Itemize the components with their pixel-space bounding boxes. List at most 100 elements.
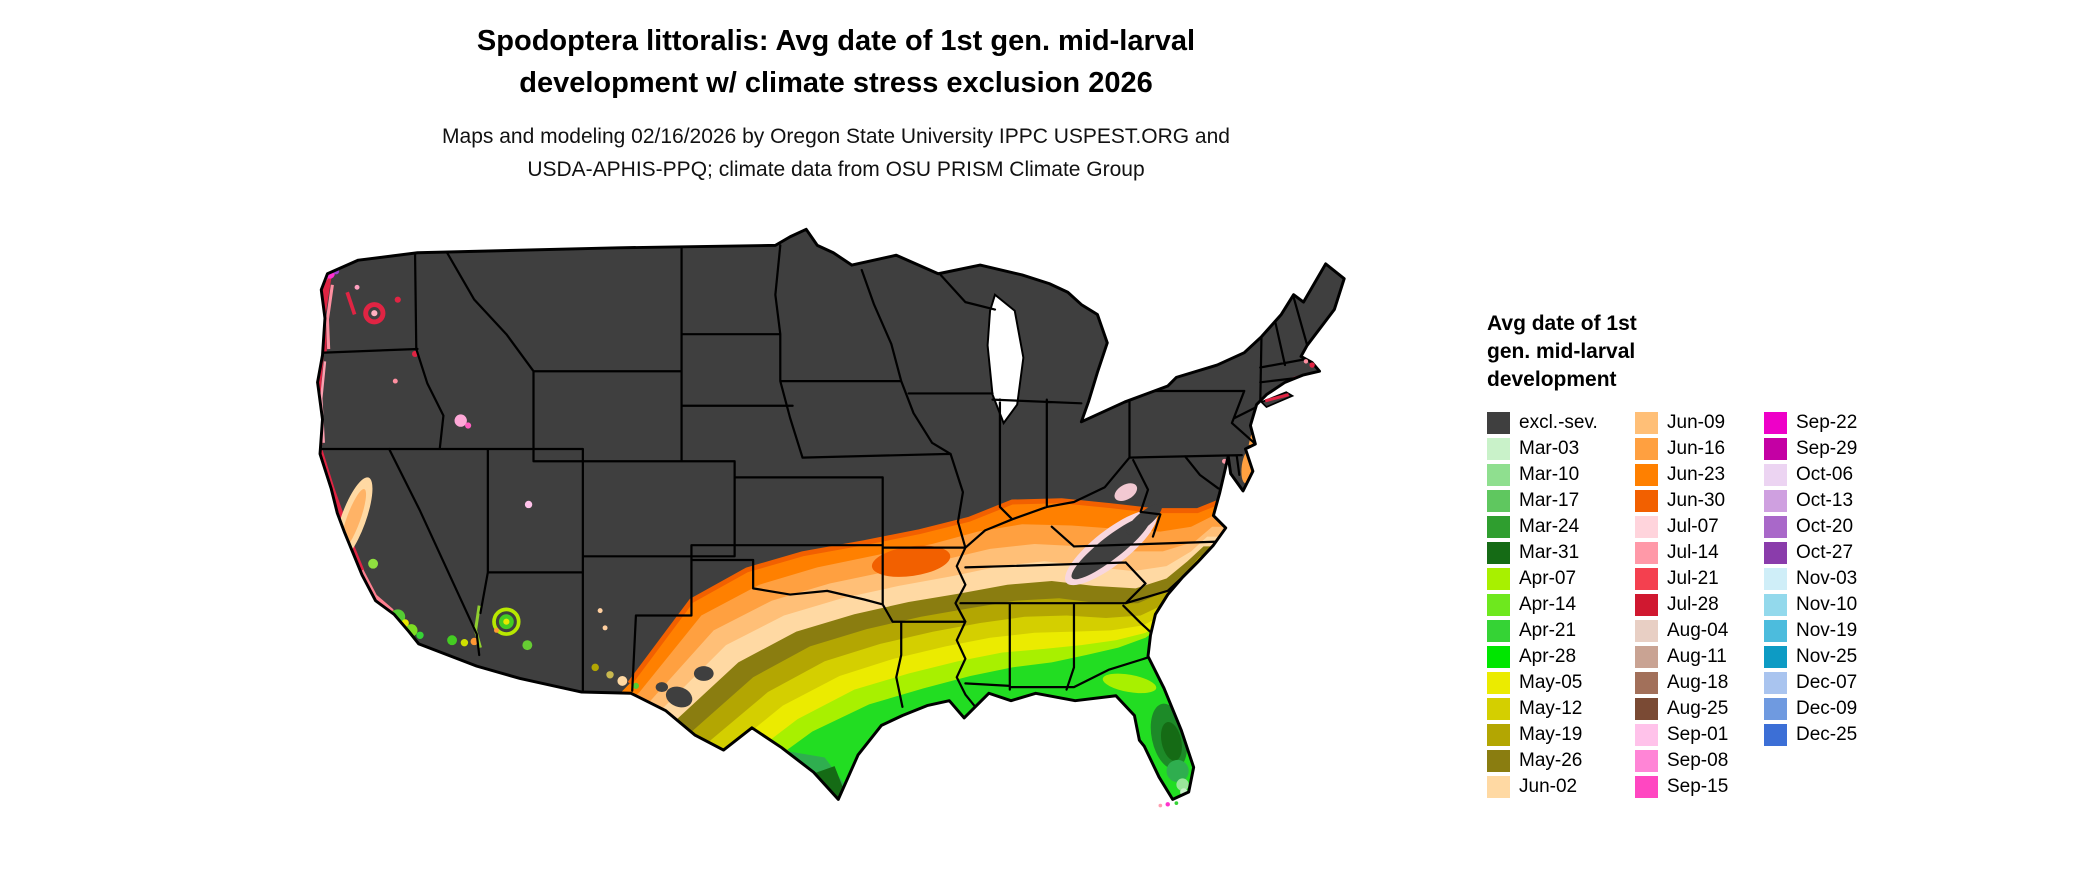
legend-item: Aug-11 bbox=[1635, 644, 1764, 670]
legend-label: Jun-30 bbox=[1667, 490, 1726, 511]
legend-item: May-12 bbox=[1487, 696, 1635, 722]
legend-title-line2: gen. mid-larval bbox=[1487, 340, 1636, 363]
legend-item: Oct-27 bbox=[1764, 540, 1857, 566]
page-title: Spodoptera littoralis: Avg date of 1st g… bbox=[0, 20, 1672, 104]
legend-swatch bbox=[1764, 724, 1787, 746]
florida-keys bbox=[1158, 801, 1179, 808]
legend-label: Apr-07 bbox=[1519, 568, 1577, 589]
legend-label: Dec-25 bbox=[1796, 724, 1858, 745]
legend-label: Apr-28 bbox=[1519, 646, 1577, 667]
legend-item: Aug-04 bbox=[1635, 618, 1764, 644]
legend-label: Mar-03 bbox=[1519, 438, 1580, 459]
legend-label: Jul-28 bbox=[1667, 594, 1719, 615]
legend-swatch bbox=[1635, 646, 1658, 668]
legend-label: Jun-23 bbox=[1667, 464, 1726, 485]
legend-item: Jul-28 bbox=[1635, 592, 1764, 618]
legend-swatch bbox=[1764, 464, 1787, 486]
legend-label: Mar-17 bbox=[1519, 490, 1580, 511]
legend-label: Oct-20 bbox=[1796, 516, 1854, 537]
legend-swatch bbox=[1764, 438, 1787, 460]
legend-label: Dec-09 bbox=[1796, 698, 1858, 719]
legend-label: Mar-24 bbox=[1519, 516, 1580, 537]
legend-label: Oct-13 bbox=[1796, 490, 1854, 511]
legend-swatch bbox=[1764, 672, 1787, 694]
legend-item: Apr-28 bbox=[1487, 644, 1635, 670]
legend-label: Jun-16 bbox=[1667, 438, 1726, 459]
legend-column: Jun-09 Jun-16 Jun-23 Jun-30 Jul-07 Jul-14 Jul-… bbox=[1635, 410, 1764, 800]
legend-swatch bbox=[1487, 698, 1510, 720]
legend-item: excl.-sev. bbox=[1487, 410, 1635, 436]
legend-column: Sep-22 Sep-29 Oct-06 Oct-13 Oct-20 Oct-27 Nov-… bbox=[1764, 410, 1857, 748]
legend-label: Sep-15 bbox=[1667, 776, 1729, 797]
legend-label: Jul-07 bbox=[1667, 516, 1719, 537]
legend-swatch bbox=[1764, 646, 1787, 668]
legend-label: Jun-02 bbox=[1519, 776, 1578, 797]
legend-item: Sep-08 bbox=[1635, 748, 1764, 774]
legend-swatch bbox=[1487, 490, 1510, 512]
legend-swatch bbox=[1635, 438, 1658, 460]
legend-item: Jul-07 bbox=[1635, 514, 1764, 540]
long-island bbox=[1259, 391, 1295, 409]
legend-swatch bbox=[1635, 724, 1658, 746]
legend-label: excl.-sev. bbox=[1519, 412, 1598, 433]
legend-label: Apr-14 bbox=[1519, 594, 1577, 615]
legend-swatch bbox=[1487, 438, 1510, 460]
legend-swatch bbox=[1635, 412, 1658, 434]
page-subtitle-line2: USDA-APHIS-PPQ; climate data from OSU PR… bbox=[527, 158, 1145, 181]
legend-label: Nov-10 bbox=[1796, 594, 1858, 615]
legend-item: Jun-16 bbox=[1635, 436, 1764, 462]
legend-label: Aug-18 bbox=[1667, 672, 1729, 693]
legend-item: May-19 bbox=[1487, 722, 1635, 748]
legend-swatch bbox=[1764, 542, 1787, 564]
legend: Avg date of 1st gen. mid-larval developm… bbox=[1487, 310, 2077, 800]
legend-item: Nov-10 bbox=[1764, 592, 1857, 618]
legend-label: Dec-07 bbox=[1796, 672, 1858, 693]
cape-cod-details bbox=[1303, 359, 1315, 368]
legend-swatch bbox=[1635, 698, 1658, 720]
legend-label: Nov-19 bbox=[1796, 620, 1858, 641]
legend-title-line3: development bbox=[1487, 368, 1617, 391]
legend-item: Sep-01 bbox=[1635, 722, 1764, 748]
legend-swatch bbox=[1635, 750, 1658, 772]
legend-swatch bbox=[1635, 516, 1658, 538]
legend-swatch bbox=[1487, 412, 1510, 434]
legend-swatch bbox=[1487, 724, 1510, 746]
legend-item: Nov-19 bbox=[1764, 618, 1857, 644]
legend-label: May-26 bbox=[1519, 750, 1583, 771]
legend-label: Sep-01 bbox=[1667, 724, 1729, 745]
legend-label: Oct-06 bbox=[1796, 464, 1854, 485]
legend-item: Oct-13 bbox=[1764, 488, 1857, 514]
page-title-line2: development w/ climate stress exclusion … bbox=[519, 67, 1153, 99]
legend-item: Sep-15 bbox=[1635, 774, 1764, 800]
legend-swatch bbox=[1635, 594, 1658, 616]
legend-swatch bbox=[1487, 464, 1510, 486]
legend-item: Dec-09 bbox=[1764, 696, 1857, 722]
legend-swatch bbox=[1764, 698, 1787, 720]
legend-column: excl.-sev. Mar-03 Mar-10 Mar-17 Mar-24 Mar-31… bbox=[1487, 410, 1635, 800]
legend-label: May-12 bbox=[1519, 698, 1583, 719]
legend-item: Apr-21 bbox=[1487, 618, 1635, 644]
lake-michigan bbox=[986, 293, 1025, 426]
legend-swatch bbox=[1635, 464, 1658, 486]
legend-swatch bbox=[1764, 594, 1787, 616]
legend-item: Jun-30 bbox=[1635, 488, 1764, 514]
legend-swatch bbox=[1487, 568, 1510, 590]
us-map-svg bbox=[316, 227, 1346, 808]
legend-label: Aug-04 bbox=[1667, 620, 1729, 641]
legend-swatch bbox=[1635, 542, 1658, 564]
legend-item: May-26 bbox=[1487, 748, 1635, 774]
legend-label: Nov-25 bbox=[1796, 646, 1858, 667]
florida-details bbox=[1102, 673, 1189, 800]
legend-item: Oct-20 bbox=[1764, 514, 1857, 540]
legend-label: Mar-10 bbox=[1519, 464, 1580, 485]
legend-swatch bbox=[1764, 490, 1787, 512]
legend-item: Mar-03 bbox=[1487, 436, 1635, 462]
legend-item: Mar-31 bbox=[1487, 540, 1635, 566]
legend-label: Sep-29 bbox=[1796, 438, 1858, 459]
legend-swatch bbox=[1487, 594, 1510, 616]
legend-item: Apr-07 bbox=[1487, 566, 1635, 592]
legend-label: Sep-22 bbox=[1796, 412, 1858, 433]
legend-label: Sep-08 bbox=[1667, 750, 1729, 771]
legend-item: Oct-06 bbox=[1764, 462, 1857, 488]
